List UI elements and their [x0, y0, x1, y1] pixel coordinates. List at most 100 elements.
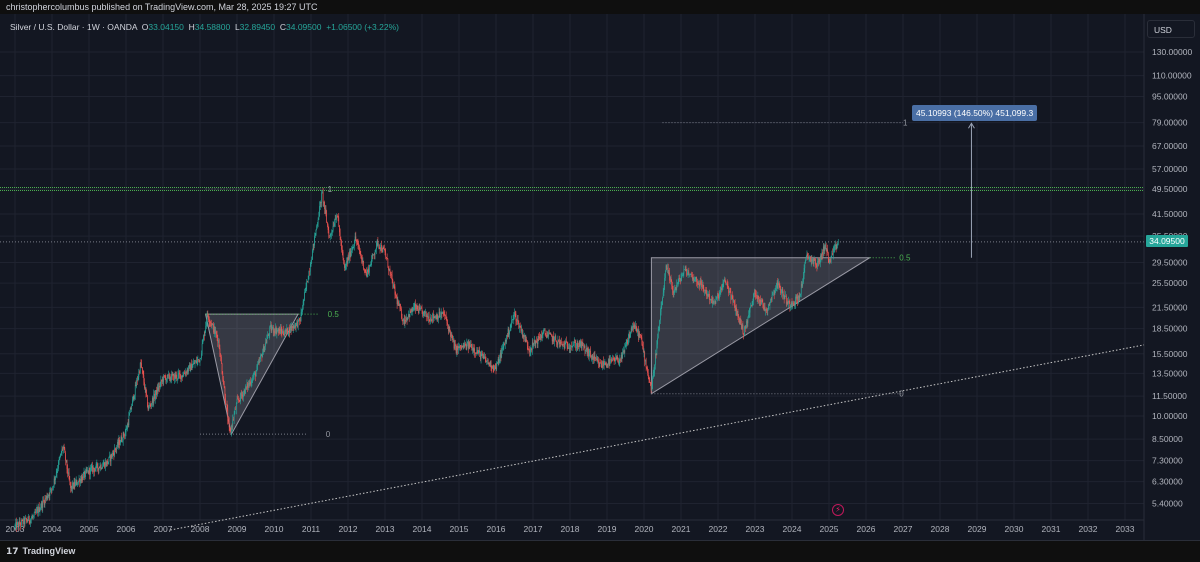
candle-body: [180, 374, 182, 380]
candle-body: [706, 290, 707, 296]
candle-body: [135, 384, 137, 387]
candle-body: [476, 350, 478, 354]
candle-body: [479, 350, 480, 353]
candle-body: [413, 306, 415, 308]
candle-body: [632, 326, 633, 330]
candle-body: [771, 298, 772, 301]
candle-body: [681, 275, 683, 278]
candle-body: [279, 328, 281, 334]
candle-body: [373, 254, 375, 256]
candle-body: [548, 333, 550, 336]
candle-body: [403, 318, 404, 322]
candle-body: [810, 256, 811, 262]
candle-body: [649, 379, 651, 383]
candle-body: [699, 283, 700, 287]
lightning-icon[interactable]: ⚡: [832, 504, 844, 516]
candle-body: [194, 362, 196, 364]
candle-body: [716, 295, 718, 297]
candle-body: [260, 355, 261, 359]
candle-body: [448, 327, 450, 331]
candle-body: [297, 321, 298, 328]
candle-body: [185, 371, 187, 375]
candle-body: [546, 335, 547, 338]
candle-body: [833, 248, 835, 250]
candle-body: [584, 345, 586, 352]
candle-body: [568, 347, 570, 349]
candle-body: [607, 364, 609, 365]
candle-body: [172, 373, 174, 375]
candle-body: [440, 315, 441, 317]
candle-body: [397, 301, 399, 304]
candle-body: [33, 512, 35, 516]
candle-body: [363, 260, 365, 270]
price-chart[interactable]: 2003 2004 2005 2006 2007 2008 2009 2010 2011 2012…: [0, 14, 1200, 540]
candle-body: [519, 325, 520, 328]
currency-button[interactable]: USD: [1147, 20, 1195, 38]
candle-body: [201, 353, 202, 359]
candle-body: [818, 259, 820, 263]
candle-body: [509, 327, 511, 332]
candle-body: [580, 341, 582, 347]
candle-body: [625, 344, 626, 348]
candle-body: [293, 325, 295, 329]
candle-body: [582, 342, 584, 346]
candle-body: [226, 403, 228, 410]
candle-body: [566, 341, 567, 343]
candle-body: [534, 339, 535, 344]
candle-body: [835, 244, 836, 247]
candle-body: [46, 495, 48, 499]
candle-body: [256, 365, 258, 372]
chart-area[interactable]: 2003 2004 2005 2006 2007 2008 2009 2010 2011 2012…: [0, 14, 1200, 540]
candle-body: [126, 429, 128, 430]
candle-body: [281, 331, 283, 334]
candle-body: [802, 282, 804, 287]
candle-body: [450, 331, 451, 337]
measure-label[interactable]: 45.10993 (146.50%) 451,099.3: [912, 105, 1038, 121]
candle-body: [665, 265, 667, 271]
x-tick-label: 2026: [857, 524, 876, 534]
candle-body: [416, 304, 418, 310]
candle-body: [526, 339, 527, 342]
candle-body: [349, 251, 351, 258]
candle-body: [465, 345, 467, 350]
candle-body: [482, 355, 484, 357]
candle-body: [497, 359, 499, 363]
candle-body: [421, 308, 423, 312]
candle-body: [78, 479, 80, 482]
candle-body: [484, 356, 486, 360]
candle-body: [124, 432, 126, 436]
candle-body: [360, 254, 362, 256]
candle-body: [267, 334, 268, 339]
candle-body: [219, 348, 221, 357]
candle-body: [433, 313, 434, 319]
x-tick-label: 2006: [117, 524, 136, 534]
candle-body: [738, 315, 739, 318]
candle-body: [133, 395, 135, 399]
candle-body: [149, 405, 151, 407]
candle-body: [761, 299, 763, 303]
candle-body: [591, 355, 593, 359]
candle-body: [586, 348, 587, 351]
candle-body: [658, 329, 660, 331]
candle-body: [541, 335, 543, 338]
candle-body: [314, 235, 316, 236]
candle-body: [233, 419, 234, 420]
candle-body: [598, 363, 600, 367]
candle-body: [752, 301, 754, 302]
candle-body: [509, 331, 510, 335]
candle-body: [330, 234, 332, 235]
candle-body: [198, 359, 200, 363]
candle-body: [410, 308, 412, 313]
candle-body: [664, 270, 666, 279]
candle-body: [531, 348, 532, 351]
candle-body: [381, 250, 383, 252]
tradingview-brand[interactable]: 𝟭𝟳 TradingView: [6, 546, 75, 557]
candle-body: [545, 333, 547, 336]
candle-body: [409, 310, 411, 318]
candle-body: [227, 409, 229, 421]
candle-body: [383, 249, 385, 251]
candle-body: [749, 307, 751, 313]
candle-body: [526, 341, 528, 346]
candle-body: [91, 465, 93, 468]
candle-body: [183, 373, 185, 374]
